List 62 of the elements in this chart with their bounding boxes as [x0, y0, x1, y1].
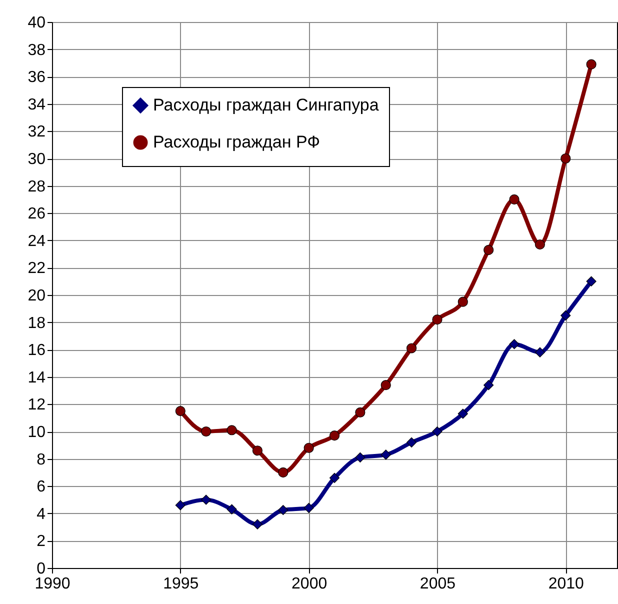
point	[175, 500, 186, 510]
point	[252, 446, 262, 456]
y-tick-label: 2	[36, 533, 46, 550]
y-tick-label: 22	[28, 260, 46, 278]
point	[484, 244, 494, 255]
y-tick-label: 34	[28, 96, 46, 114]
point	[355, 452, 366, 462]
y-tick-label: 36	[28, 69, 46, 86]
legend-label: Расходы граждан РФ	[153, 132, 320, 152]
y-tick-label: 12	[28, 396, 46, 414]
legend-label: Расходы граждан Сингапура	[153, 96, 380, 114]
y-tick-label: 26	[28, 206, 46, 223]
point	[509, 339, 520, 350]
point	[304, 502, 314, 513]
y-tick-label: 10	[28, 424, 46, 441]
point	[355, 407, 366, 418]
point	[534, 239, 545, 250]
point	[278, 504, 288, 516]
point	[278, 467, 288, 478]
point	[560, 153, 571, 164]
point	[509, 194, 520, 204]
point	[380, 450, 391, 460]
point	[484, 380, 494, 390]
y-tick-label: 16	[28, 342, 46, 360]
y-tick-label: 4	[36, 506, 46, 523]
point	[406, 437, 417, 448]
x-tick-label: 2010	[548, 576, 584, 592]
point	[458, 408, 468, 419]
point	[201, 426, 212, 437]
point	[432, 426, 442, 437]
x-tick-label: 2000	[292, 576, 328, 592]
y-tick-label: 30	[28, 151, 46, 168]
point	[252, 519, 262, 530]
point	[586, 276, 596, 286]
y-tick-label: 32	[28, 124, 46, 141]
x-tick-label: 2005	[420, 576, 456, 592]
point	[432, 314, 442, 325]
y-tick-label: 14	[28, 369, 46, 386]
y-tick-label: 20	[28, 288, 46, 304]
point	[226, 425, 237, 436]
y-tick-label: 18	[28, 314, 46, 332]
point	[406, 343, 417, 354]
point	[329, 472, 340, 483]
point	[304, 442, 314, 453]
x-tick-label: 1990	[34, 576, 70, 592]
point	[380, 380, 391, 390]
point	[201, 494, 212, 505]
y-tick-label: 38	[28, 42, 46, 59]
point	[560, 310, 571, 321]
point	[226, 504, 237, 514]
y-tick-label: 0	[36, 560, 46, 578]
y-tick-label: 40	[28, 14, 46, 32]
point	[329, 430, 340, 441]
x-tick-label: 1995	[163, 576, 199, 592]
point	[534, 347, 545, 358]
y-tick-label: 6	[36, 478, 46, 496]
point	[175, 406, 186, 416]
y-tick-label: 8	[36, 451, 46, 468]
y-tick-label: 24	[28, 232, 46, 250]
point	[458, 296, 468, 307]
y-tick-label: 28	[28, 178, 46, 196]
point	[586, 59, 596, 70]
